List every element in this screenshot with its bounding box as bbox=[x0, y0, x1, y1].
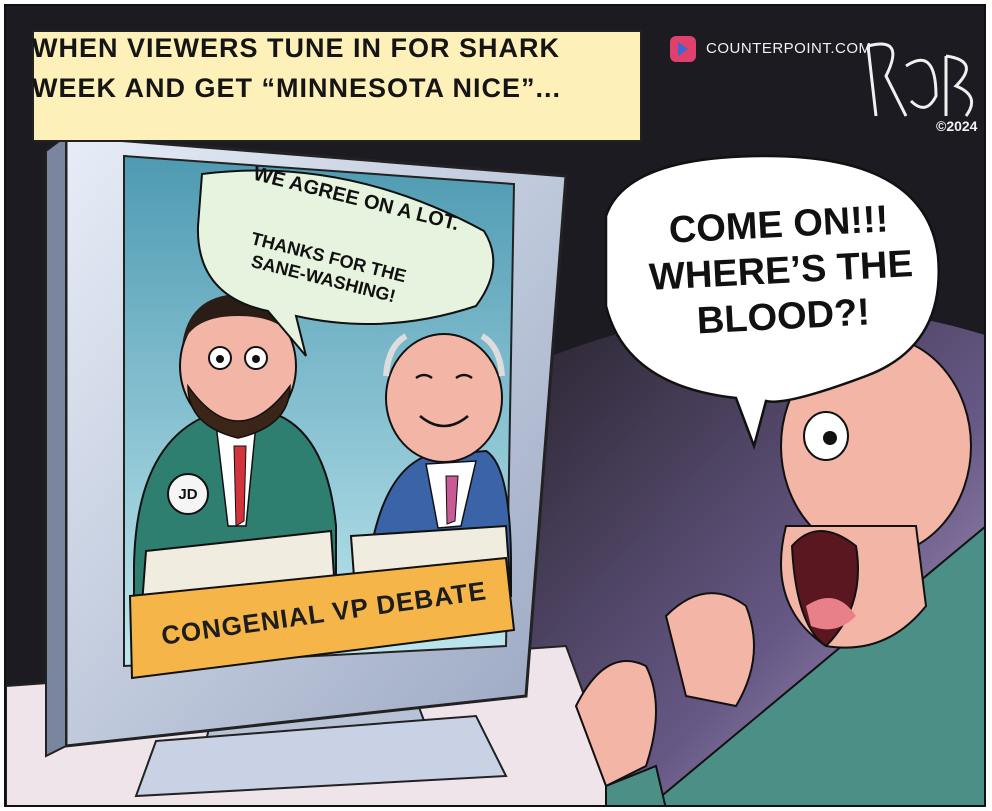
copyright-label: ©2024 bbox=[936, 118, 978, 134]
monitor-base bbox=[134, 714, 508, 798]
jd-badge-shape bbox=[167, 473, 209, 515]
chyron-bar bbox=[128, 556, 516, 680]
cartoon-panel: WHEN VIEWERS TUNE IN FOR SHARK WEEK AND … bbox=[4, 4, 986, 807]
caption-line-1: WHEN VIEWERS TUNE IN FOR SHARK bbox=[32, 33, 561, 63]
rogers-signature bbox=[866, 42, 974, 117]
viewer-left-hand bbox=[574, 660, 657, 788]
right-candidate-head bbox=[385, 333, 503, 463]
jd-badge-label: JD bbox=[178, 486, 198, 503]
caption-text: WHEN VIEWERS TUNE IN FOR SHARK WEEK AND … bbox=[32, 28, 632, 108]
caption-line-2: WEEK AND GET “MINNESOTA NICE”... bbox=[32, 73, 562, 103]
viewer-shout: COME ON!!! WHERE’S THE BLOOD?! bbox=[613, 193, 950, 348]
cartoon-illustration bbox=[6, 6, 984, 805]
monitor-side bbox=[45, 134, 67, 758]
viewer-right-hand bbox=[664, 592, 755, 708]
counterpoint-site-label: COUNTERPOINT.COM bbox=[706, 40, 872, 57]
viewer-speech-balloon bbox=[604, 154, 940, 451]
tv-speech-balloon bbox=[196, 169, 495, 357]
caption-box bbox=[32, 30, 642, 142]
